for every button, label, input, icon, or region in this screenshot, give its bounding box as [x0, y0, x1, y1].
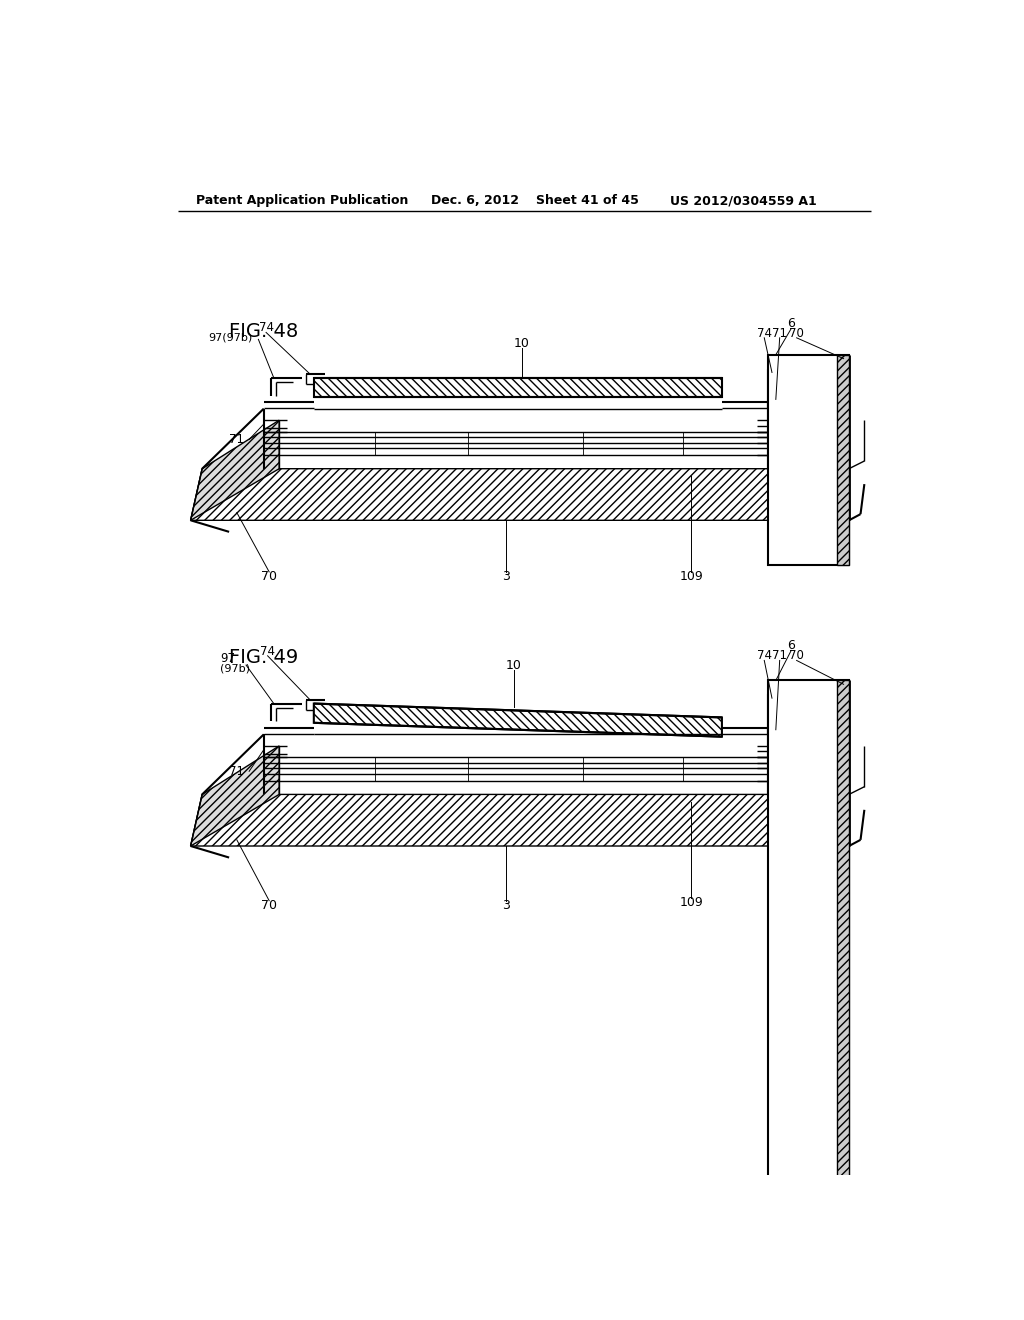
Text: 10: 10: [506, 659, 522, 672]
Text: 74: 74: [757, 649, 772, 663]
Polygon shape: [190, 420, 280, 520]
Text: 97: 97: [220, 652, 234, 665]
Text: 109: 109: [679, 570, 703, 583]
Text: 70: 70: [261, 570, 278, 583]
Polygon shape: [190, 469, 849, 520]
Text: 6: 6: [787, 317, 796, 330]
Polygon shape: [313, 378, 722, 397]
Text: FIG. 49: FIG. 49: [229, 648, 298, 667]
Polygon shape: [313, 704, 722, 737]
Text: 74: 74: [757, 326, 772, 339]
Text: 70: 70: [790, 326, 804, 339]
Text: 74: 74: [259, 321, 273, 334]
Text: 70: 70: [790, 649, 804, 663]
Text: FIG. 48: FIG. 48: [229, 322, 298, 341]
Polygon shape: [768, 746, 849, 846]
Text: 6: 6: [787, 639, 796, 652]
Text: 74: 74: [260, 644, 275, 657]
Text: 71: 71: [772, 326, 787, 339]
Text: 71: 71: [229, 764, 245, 777]
Text: 10: 10: [514, 337, 529, 350]
Text: Patent Application Publication: Patent Application Publication: [196, 194, 409, 207]
Text: 109: 109: [679, 896, 703, 908]
Polygon shape: [190, 746, 280, 846]
Text: Dec. 6, 2012: Dec. 6, 2012: [431, 194, 519, 207]
Text: 71: 71: [229, 433, 245, 446]
Bar: [768, 355, 849, 565]
Text: US 2012/0304559 A1: US 2012/0304559 A1: [670, 194, 816, 207]
Text: Sheet 41 of 45: Sheet 41 of 45: [537, 194, 639, 207]
Text: (97b): (97b): [220, 664, 250, 675]
Text: 70: 70: [261, 899, 278, 912]
Polygon shape: [768, 420, 849, 520]
Bar: [838, 355, 849, 565]
Text: 3: 3: [503, 570, 510, 583]
Text: 97(97b): 97(97b): [209, 333, 253, 343]
Polygon shape: [190, 795, 849, 846]
Bar: [838, 681, 849, 1217]
Text: 3: 3: [503, 899, 510, 912]
Bar: [768, 681, 849, 1217]
Text: 71: 71: [772, 649, 787, 663]
